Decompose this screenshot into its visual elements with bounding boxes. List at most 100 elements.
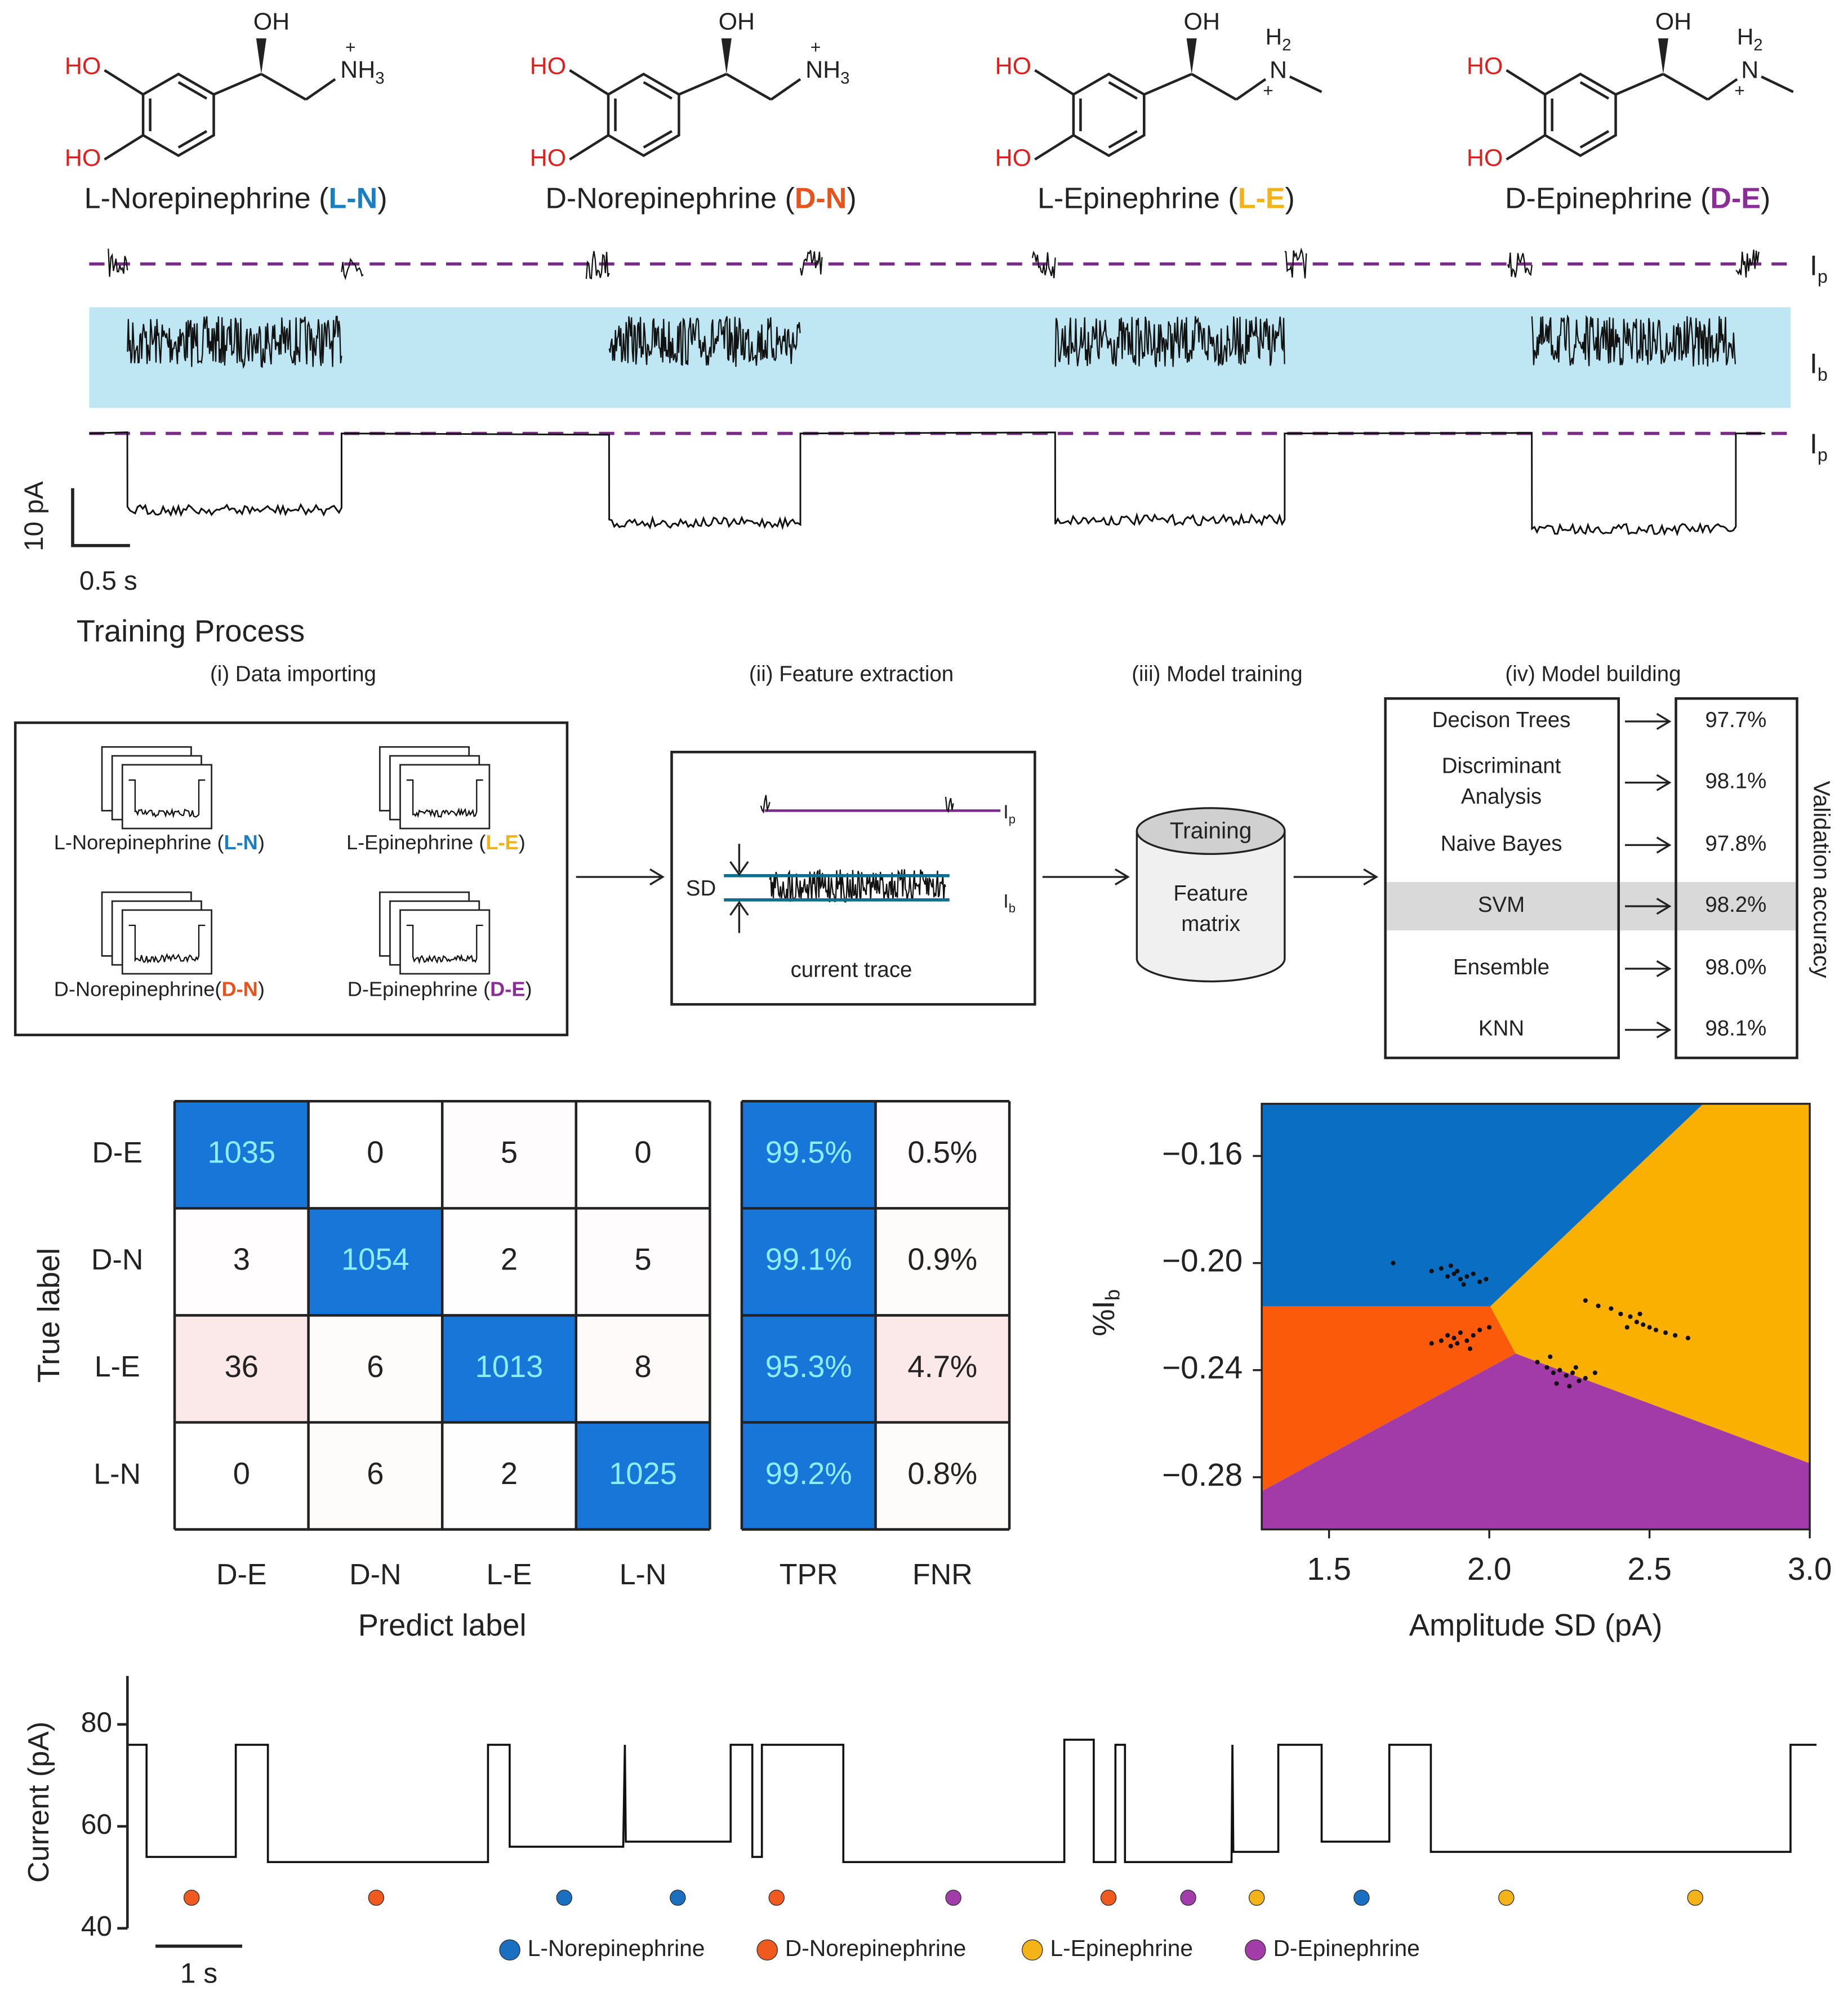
step-title: (ii) Feature extraction [749,662,954,687]
sd-label: SD [686,876,716,901]
accuracy-title: Validation accuracy [1809,781,1834,979]
file-icon [399,909,491,975]
amine: NH3 [340,56,384,87]
amine-part: NH [805,56,840,83]
bond [1235,78,1267,101]
scatter-point [1548,1354,1553,1360]
scatter-point [1439,1338,1444,1343]
level-label: Ip [1810,250,1828,287]
event-marker [1498,1890,1515,1906]
scatter-point [1673,1333,1678,1338]
level-label-part: b [1818,364,1828,385]
y-tick-label: −0.20 [1162,1243,1243,1278]
cell-value: 2 [501,1242,518,1277]
scatter-point [1471,1271,1476,1276]
scatter-point [1535,1360,1540,1365]
import-label-part: D-N [221,977,257,1000]
hydroxyl: OH [719,8,755,35]
legend-swatch [756,1939,778,1961]
rate-value: 99.2% [765,1456,852,1491]
level-label-part: I [1003,801,1008,823]
section-title: Training Process [77,614,305,648]
scatter-point [1461,1282,1466,1287]
level-label-part: p [1818,266,1828,286]
bond [305,78,336,101]
step-title: (i) Data importing [210,662,376,687]
event-marker [1353,1890,1370,1906]
scatter-point [1551,1370,1556,1375]
file-thumbnail [128,779,206,819]
x-axis-label: Amplitude SD (pA) [1409,1608,1663,1642]
scatter-point [1596,1303,1601,1308]
scatter-point [1544,1365,1549,1370]
double-bond [643,81,673,100]
scatter-point [1451,1271,1457,1276]
accuracy: 98.1% [1705,1017,1766,1041]
molecule-name: D-Norepinephrine (D-N) [545,182,856,215]
arrow-head [729,901,749,916]
cell-value: 2 [501,1456,518,1491]
storage-label: Training [1170,818,1252,844]
molecule-name-part: L-Norepinephrine ( [84,182,329,215]
file-icon [121,909,212,975]
charge: + [1734,81,1745,101]
file-icon [399,764,491,830]
legend-label: D-Norepinephrine [785,1935,966,1961]
benzene-ring [1543,72,1617,157]
scatter-point [1647,1325,1652,1330]
scatter-point [1464,1274,1470,1279]
scatter-point [1439,1266,1444,1271]
rate-cell [741,1101,876,1209]
x-tick-label: FNR [912,1558,973,1591]
cell-value: 0 [634,1135,651,1170]
illustrative-trace [1031,247,1307,367]
legend-label: L-Norepinephrine [528,1935,705,1961]
scatter-point [1618,1311,1623,1317]
storage-label: Feature [1173,881,1248,906]
bond [1662,73,1709,101]
bond [678,73,727,96]
import-label-part: ) [258,831,265,854]
y-tick-label: −0.24 [1162,1350,1243,1385]
bond [569,69,609,96]
import-label-part: D-Epinephrine ( [348,977,490,1000]
model-name: Ensemble [1453,955,1549,979]
x-tick-label: D-N [349,1558,401,1591]
amine-h-part: 2 [1282,35,1291,54]
arrow-head [729,861,749,876]
x-tick-label: TPR [780,1558,838,1591]
arrow-head [1656,1021,1672,1039]
stereo-bond [1658,38,1668,74]
scatter-point [1663,1330,1668,1335]
double-bond [1108,130,1138,149]
level-label: Ib [1003,890,1016,915]
y-tick-label: −0.28 [1162,1457,1243,1492]
molecule-name-part: ) [1285,182,1295,215]
scatter-point [1583,1375,1588,1381]
scatter-point [1477,1279,1482,1284]
accuracy: 98.2% [1705,893,1766,917]
arrow-head [1363,868,1379,886]
stereo-bond [1186,38,1197,74]
amine-part: 3 [840,69,849,87]
x-tick-label: 1.5 [1307,1551,1351,1587]
scatter-point [1570,1370,1575,1375]
double-bond [1579,81,1610,100]
matrix-cell [576,1208,710,1316]
arrow-head [1115,868,1130,886]
molecule-name-part: L-N [329,182,378,215]
x-axis-label: Predict label [358,1608,527,1642]
cell-value: 3 [233,1242,250,1277]
scatter-point [1583,1298,1588,1303]
molecule-name-part: D-Epinephrine ( [1505,182,1711,215]
current-trace [127,1739,1817,1863]
stereo-bond [721,38,732,74]
storage-top [1135,807,1286,856]
rate-value: 99.1% [765,1242,852,1277]
cell-value: 1025 [609,1456,677,1491]
model-box [1384,697,1620,1059]
double-bond [1108,81,1138,100]
bond [569,134,609,161]
storage-label: matrix [1181,912,1240,936]
